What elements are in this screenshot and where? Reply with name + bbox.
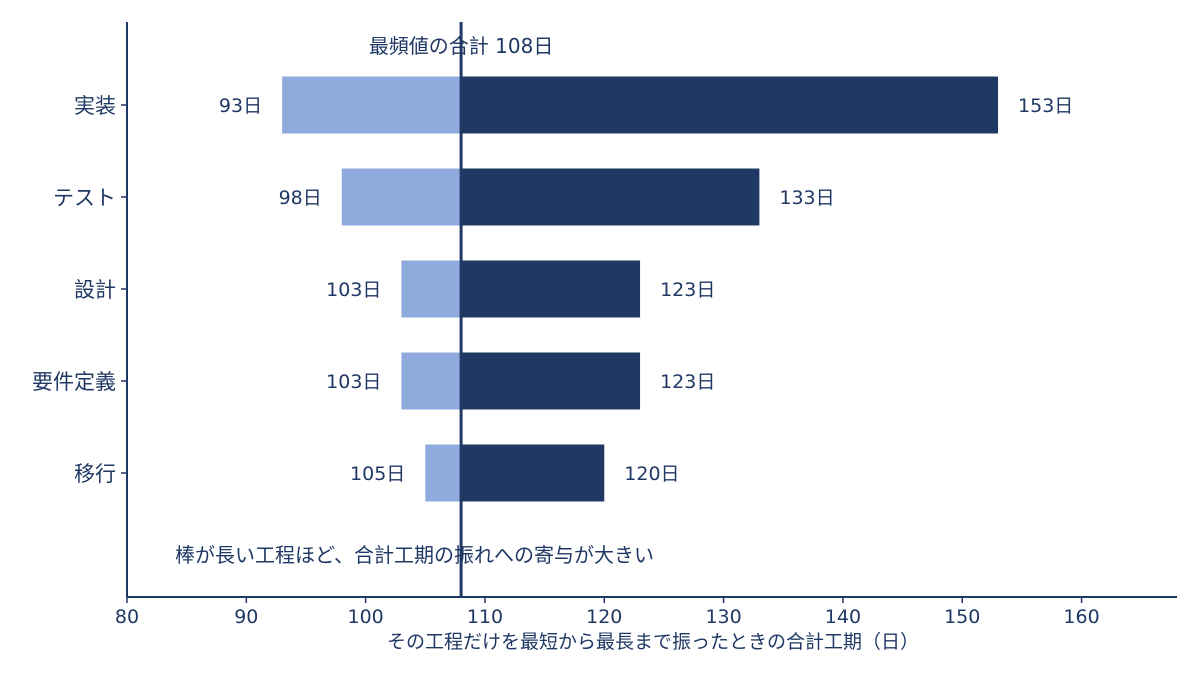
bar-shortest bbox=[341, 168, 462, 226]
category-label: 実装 bbox=[74, 94, 116, 118]
bar-shortest bbox=[425, 444, 462, 502]
bar-longest bbox=[461, 444, 605, 502]
data-label-high: 120日 bbox=[624, 463, 679, 485]
x-tick-label: 140 bbox=[825, 606, 861, 628]
bar-shortest bbox=[401, 352, 462, 410]
x-tick-label: 160 bbox=[1063, 606, 1099, 628]
x-axis-title: その工程だけを最短から最長まで振ったときの合計工期（日） bbox=[387, 631, 919, 653]
data-label-high: 153日 bbox=[1018, 95, 1073, 117]
bar-longest bbox=[461, 352, 641, 410]
bar-shortest bbox=[282, 76, 462, 134]
baseline-label: 最頻値の合計 108日 bbox=[369, 34, 554, 58]
x-tick-label: 80 bbox=[115, 606, 139, 628]
x-tick-label: 100 bbox=[348, 606, 384, 628]
bar-longest bbox=[461, 76, 999, 134]
x-tick-label: 120 bbox=[586, 606, 622, 628]
category-label: 設計 bbox=[74, 278, 116, 302]
data-label-high: 123日 bbox=[660, 279, 715, 301]
category-label: テスト bbox=[53, 186, 116, 210]
bar-longest bbox=[461, 168, 760, 226]
data-label-low: 105日 bbox=[350, 463, 405, 485]
x-tick-label: 110 bbox=[467, 606, 503, 628]
data-label-low: 103日 bbox=[326, 279, 381, 301]
x-tick-label: 130 bbox=[705, 606, 741, 628]
x-tick-label: 90 bbox=[234, 606, 258, 628]
bar-shortest bbox=[401, 260, 462, 318]
chart-note: 棒が長い工程ほど、合計工期の振れへの寄与が大きい bbox=[175, 543, 654, 567]
data-label-low: 103日 bbox=[326, 371, 381, 393]
data-label-high: 133日 bbox=[779, 187, 834, 209]
data-label-high: 123日 bbox=[660, 371, 715, 393]
data-label-low: 93日 bbox=[219, 95, 262, 117]
bar-longest bbox=[461, 260, 641, 318]
data-labels-layer: 93日 153日 98日 133日 103日 123日 103日 123日 105日 120日 bbox=[219, 95, 1073, 485]
x-ticks-layer: 80 90 100 110 120 130 140 150 160 bbox=[115, 597, 1100, 628]
x-tick-label: 150 bbox=[944, 606, 980, 628]
bars-layer bbox=[282, 76, 999, 502]
data-label-low: 98日 bbox=[279, 187, 322, 209]
category-label: 移行 bbox=[74, 462, 116, 486]
category-label: 要件定義 bbox=[32, 370, 116, 394]
